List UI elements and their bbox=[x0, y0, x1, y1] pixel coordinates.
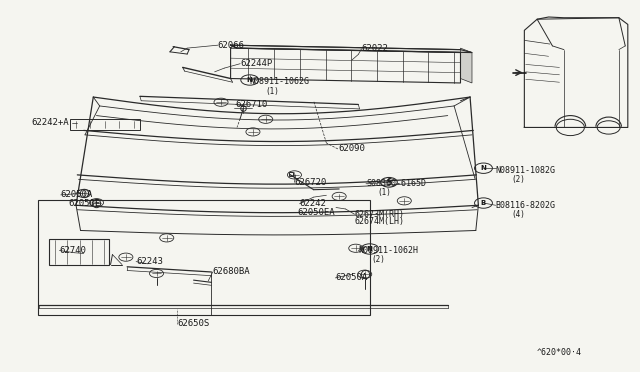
Text: N: N bbox=[367, 246, 372, 252]
Text: N: N bbox=[247, 77, 253, 83]
Text: 62650S: 62650S bbox=[177, 320, 209, 328]
Text: (1): (1) bbox=[378, 188, 391, 197]
Text: 62244P: 62244P bbox=[240, 59, 273, 68]
Text: 62680BA: 62680BA bbox=[212, 267, 250, 276]
Text: (2): (2) bbox=[511, 175, 525, 184]
Text: 62674M(LH): 62674M(LH) bbox=[355, 217, 404, 226]
Text: 626710: 626710 bbox=[236, 100, 268, 109]
Text: 62050EA: 62050EA bbox=[297, 208, 335, 217]
Text: 62022: 62022 bbox=[362, 44, 388, 53]
Text: B: B bbox=[481, 200, 486, 206]
Text: 62242: 62242 bbox=[300, 199, 326, 208]
Text: S08360-6165D: S08360-6165D bbox=[366, 179, 426, 188]
Text: 62050E: 62050E bbox=[68, 199, 100, 208]
Text: 62740: 62740 bbox=[60, 246, 86, 255]
Text: B08116-8202G: B08116-8202G bbox=[495, 201, 556, 210]
Text: 62242+A: 62242+A bbox=[31, 119, 69, 128]
Text: 62050A: 62050A bbox=[335, 273, 367, 282]
Text: S: S bbox=[387, 178, 392, 187]
Polygon shape bbox=[230, 45, 472, 52]
Text: (1): (1) bbox=[266, 87, 280, 96]
Text: N08911-1062G: N08911-1062G bbox=[250, 77, 310, 86]
Bar bbox=[38, 200, 370, 315]
Text: 62050A: 62050A bbox=[61, 190, 93, 199]
Text: ^620*00·4: ^620*00·4 bbox=[537, 347, 582, 356]
Text: N08911-1082G: N08911-1082G bbox=[495, 166, 556, 175]
Text: 62243: 62243 bbox=[136, 257, 163, 266]
Bar bbox=[49, 239, 109, 264]
Text: 626720: 626720 bbox=[294, 178, 326, 187]
Polygon shape bbox=[461, 48, 472, 83]
Text: (4): (4) bbox=[511, 210, 525, 219]
Bar bbox=[70, 119, 140, 130]
Text: N: N bbox=[481, 165, 486, 171]
Text: 62066: 62066 bbox=[218, 41, 244, 50]
Text: 62090: 62090 bbox=[338, 144, 365, 153]
Text: N08911-1062H: N08911-1062H bbox=[358, 246, 419, 255]
Text: 62673M(RH): 62673M(RH) bbox=[355, 210, 404, 219]
Text: (2): (2) bbox=[371, 255, 385, 264]
